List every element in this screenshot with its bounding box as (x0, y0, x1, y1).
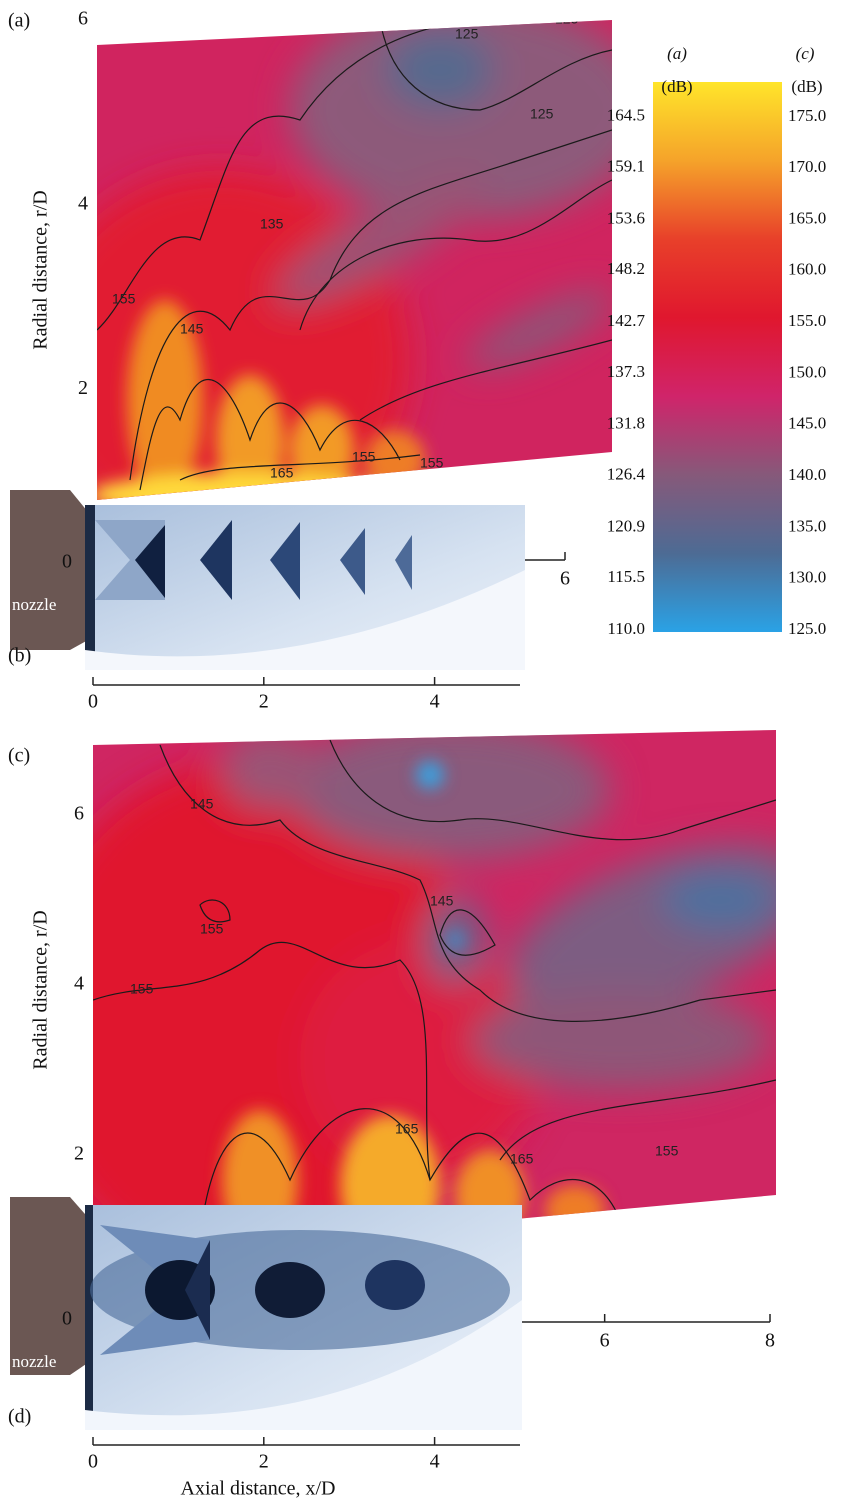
x-tick-label: 0 (88, 1451, 98, 1473)
colorbar-tick-label: 110.0 (607, 619, 645, 638)
colorbar-tick-label: 137.3 (607, 362, 645, 381)
y-axis-label: Radial distance, r/D (30, 190, 52, 349)
x-tick-label: 6 (560, 568, 570, 590)
colorbar-unit: (dB) (661, 77, 692, 96)
contour-label: 125 (455, 26, 479, 42)
colorbar-tick-label: 155.0 (788, 311, 826, 330)
contour-label: 165 (395, 1121, 419, 1137)
panel-label: (d) (8, 1406, 31, 1428)
contour-label: 155 (130, 981, 154, 997)
panel-label: (c) (8, 745, 30, 767)
colorbar-tick-label: 164.5 (607, 106, 645, 125)
contour-label: 155 (420, 455, 444, 471)
contour-label: 145 (430, 893, 454, 909)
nozzle-label: nozzle (12, 595, 56, 614)
x-tick-label: 2 (259, 1451, 269, 1473)
contour-label: 155 (200, 921, 224, 937)
colorbar-tick-label: 126.4 (607, 464, 646, 483)
colorbar-tick-label: 125.0 (788, 619, 826, 638)
x-tick-label: 2 (259, 691, 269, 713)
x-tick-label: 0 (88, 691, 98, 713)
colorbar-tick-label: 160.0 (788, 260, 826, 279)
contour-label: 145 (180, 321, 204, 337)
y-tick-label: 2 (78, 377, 88, 399)
y-tick-label: 4 (74, 973, 84, 995)
contour-label: 165 (270, 465, 294, 481)
y-axis-label: Radial distance, r/D (30, 910, 52, 1069)
colorbar-header: (a) (667, 44, 687, 63)
colorbar-tick-label: 135.0 (788, 516, 826, 535)
schlieren-d (10, 1197, 522, 1430)
x-axis-label: Axial distance, x/D (181, 1478, 336, 1500)
contour-map-c: 145 145 155 155 165 165 155 (20, 720, 834, 1280)
colorbar-tick-label: 153.6 (607, 208, 645, 227)
contour-map-a: 125 125 125 135 155 145 165 155 155 (30, 0, 650, 550)
colorbar-tick-label: 150.0 (788, 362, 826, 381)
colorbar-tick-label: 175.0 (788, 106, 826, 125)
colorbar-tick-label: 148.2 (607, 259, 645, 278)
contour-label: 155 (352, 449, 376, 465)
y-tick-label: 0 (62, 551, 72, 573)
contour-label: 135 (260, 216, 284, 232)
x-tick-label: 4 (430, 691, 440, 713)
x-tick-label: 6 (600, 1330, 610, 1352)
colorbar-header: (c) (796, 44, 815, 63)
contour-label: 145 (190, 796, 214, 812)
colorbar-tick-label: 142.7 (607, 311, 646, 330)
contour-label: 125 (530, 106, 554, 122)
panel-label: (b) (8, 645, 31, 667)
panel-label: (a) (8, 10, 30, 32)
colorbar-tick-label: 145.0 (788, 414, 826, 433)
nozzle-label: nozzle (12, 1352, 56, 1371)
colorbar (653, 82, 782, 632)
colorbar-tick-label: 170.0 (788, 157, 826, 176)
colorbar-tick-label: 159.1 (607, 157, 645, 176)
contour-label: 155 (655, 1143, 679, 1159)
colorbar-tick-label: 165.0 (788, 208, 826, 227)
x-tick-label: 4 (430, 1451, 440, 1473)
contour-label: 165 (510, 1151, 534, 1167)
contour-label: 155 (112, 291, 136, 307)
colorbar-tick-label: 130.0 (788, 568, 826, 587)
contour-label: 125 (555, 11, 579, 27)
x-tick-label: 8 (765, 1330, 775, 1352)
colorbar-tick-label: 120.9 (607, 516, 645, 535)
colorbar-tick-label: 115.5 (607, 567, 645, 586)
y-tick-label: 4 (78, 192, 88, 214)
colorbar-tick-label: 131.8 (607, 414, 645, 433)
colorbar-unit: (dB) (791, 77, 822, 96)
y-tick-label: 6 (74, 803, 84, 825)
y-tick-label: 2 (74, 1143, 84, 1165)
colorbar-tick-label: 140.0 (788, 465, 826, 484)
y-tick-label: 0 (62, 1308, 72, 1330)
schlieren-b (10, 490, 525, 670)
figure: 125 125 125 135 155 145 165 155 155 0 no… (0, 0, 842, 1506)
y-tick-label: 6 (78, 8, 88, 30)
